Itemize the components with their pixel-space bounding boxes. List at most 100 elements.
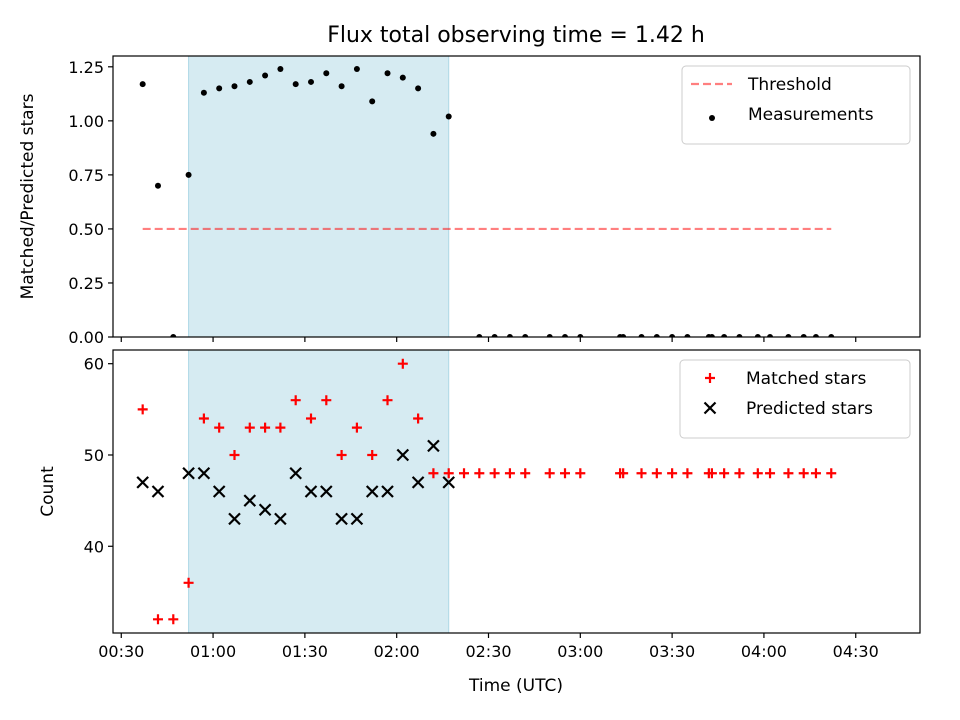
measurements-point [200,89,207,96]
measurements-point [216,85,223,92]
matched-stars-marker [336,449,347,460]
x-tick-label: 03:00 [557,642,603,661]
matched-stars-marker [682,468,693,479]
matched-stars-marker [636,468,647,479]
x-tick-label: 00:30 [98,642,144,661]
predicted-stars-marker [182,466,195,480]
matched-stars-marker [413,413,424,424]
matched-stars-marker [260,422,271,433]
legend: Threshold Measurements [681,65,911,145]
measurements-point [754,334,761,337]
legend-box [681,65,911,145]
matched-stars-marker [275,422,286,433]
axes-frame [112,55,921,338]
matched-stars-marker [798,468,809,479]
measurements-point [708,334,715,337]
measurements-point [476,334,483,337]
legend-label: Matched stars [746,369,866,389]
matched-stars-marker [382,395,393,406]
measurements-point [491,334,498,337]
predicted-stars-marker [350,512,364,526]
x-tick-label: 01:00 [190,642,236,661]
y-tick-label: 0.00 [68,328,104,347]
matched-stars-marker [618,468,629,479]
predicted-stars-marker [212,485,226,498]
matched-stars-marker [667,468,678,479]
matched-stars-marker [783,468,794,479]
measurements-point [812,334,819,337]
measurements-point [522,334,529,337]
predicted-stars-marker [381,485,394,498]
measurements-point [139,81,146,88]
matched-stars-marker [520,468,531,479]
predicted-stars-marker [136,476,149,489]
matched-stars-marker [734,468,745,479]
measurements-point [154,182,161,189]
measurements-point [323,70,330,77]
y-tick-label: 40 [84,537,104,556]
matched-stars-marker [198,413,209,424]
plot-data-area [139,65,835,337]
measurements-point [369,98,376,105]
legend-box [679,359,911,439]
predicted-stars-marker [258,503,272,517]
legend-label: Threshold [747,75,832,95]
matched-stars-marker [443,468,454,479]
measurements-point [653,334,660,337]
x-tick-label: 01:30 [282,642,328,661]
x-tick-label: 03:30 [649,642,695,661]
matched-stars-marker [428,468,439,479]
measurements-point [384,70,391,77]
star-count-panel: 40 50 60 00:30 01:00 01:30 02:00 02:30 03:00 03:3… [38,349,921,661]
matched-stars-marker [290,395,301,406]
measurements-point [721,334,728,337]
matched-stars-marker [651,468,662,479]
x-tick-label: 02:00 [374,642,420,661]
measurements-point [185,171,192,178]
matched-stars-marker [706,468,717,479]
x-tick-label: 04:00 [741,642,787,661]
predicted-stars-marker [335,512,348,526]
matched-stars-marker [489,468,500,479]
matched-stars-marker [560,468,571,479]
measurements-point [800,334,807,337]
measurements-point [246,78,253,85]
measurements-point [767,334,774,337]
x-tick-label: 02:30 [465,642,511,661]
matched-stars-marker [459,468,470,479]
measurements-point [577,334,584,337]
predicted-stars-marker [289,466,302,480]
matched-stars-marker [306,413,317,424]
measurements-point [620,334,627,337]
matched-stars-marker [575,468,586,479]
matched-stars-marker [765,468,776,479]
legend: Matched stars Predicted stars [679,359,911,439]
matched-stars-marker [397,358,408,369]
observing-window-span [188,349,450,634]
predicted-stars-marker [274,512,287,526]
matched-stars-marker [152,614,163,625]
matched-stars-marker [810,468,821,479]
chart-title: Flux total observing time = 1.42 h [327,23,705,48]
matched-stars-marker [214,422,225,433]
legend-point-swatch [709,115,715,121]
y-axis-label: Count [38,466,58,517]
matched-stars-marker [367,449,378,460]
predicted-stars-marker [151,485,165,498]
measurements-point [338,83,345,90]
measurements-point [638,334,645,337]
matched-stars-marker [183,577,194,588]
measurements-point [292,81,299,88]
y-tick-label: 1.25 [68,58,104,77]
measurements-point [415,85,422,92]
observing-window-span [188,55,450,338]
measurements-point [562,334,569,337]
matched-stars-marker [826,468,837,479]
measurements-point [506,334,513,337]
legend-label: Measurements [748,105,874,125]
predicted-stars-marker [197,466,211,480]
y-tick-label: 0.25 [68,274,104,293]
predicted-stars-marker [365,485,379,498]
measurements-point [736,334,743,337]
